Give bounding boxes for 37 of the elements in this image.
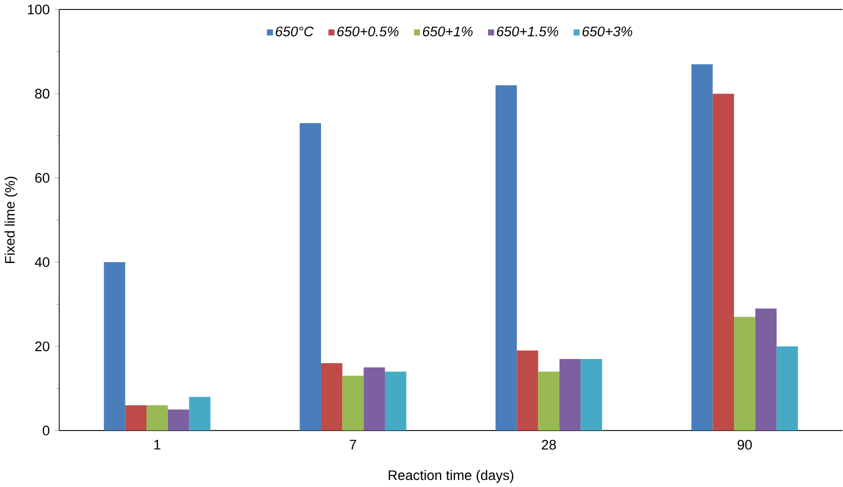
y-tick-label: 0 [42,425,50,436]
legend-label: 650+1.5% [496,26,558,36]
bar [384,371,406,430]
bar [189,396,210,430]
bar [776,346,798,430]
bar [300,122,322,430]
x-tick-label: 90 [738,440,752,450]
x-tick-label: 1 [154,440,160,450]
bar [755,308,777,430]
bar [146,405,168,430]
bar [691,64,713,430]
legend-label: 650+0.5% [337,26,399,36]
bar [712,93,734,430]
x-tick-label: 28 [542,440,556,450]
x-tick-label: 7 [350,440,356,450]
y-tick-label: 20 [35,341,50,351]
y-axis-title: Fixed lime (%) [4,176,18,263]
y-tick-label: 60 [35,172,50,183]
y-tick-label: 100 [28,4,50,14]
y-tick-label: 80 [35,88,50,98]
bar [516,350,538,430]
legend-label: 650°C [276,26,314,36]
bar [559,358,581,430]
legend-label: 650+3% [582,26,632,36]
bar [321,362,342,430]
y-tick-label: 40 [34,257,50,267]
bar [168,409,190,430]
bar [364,367,385,430]
bar [496,85,517,430]
bar [342,376,364,430]
bar [538,371,560,430]
bar [104,262,126,430]
bar [580,358,602,430]
x-axis-title: Reaction time (days) [388,470,514,483]
bar [734,316,756,430]
bar [125,405,146,430]
legend-label: 650+1% [422,26,473,36]
